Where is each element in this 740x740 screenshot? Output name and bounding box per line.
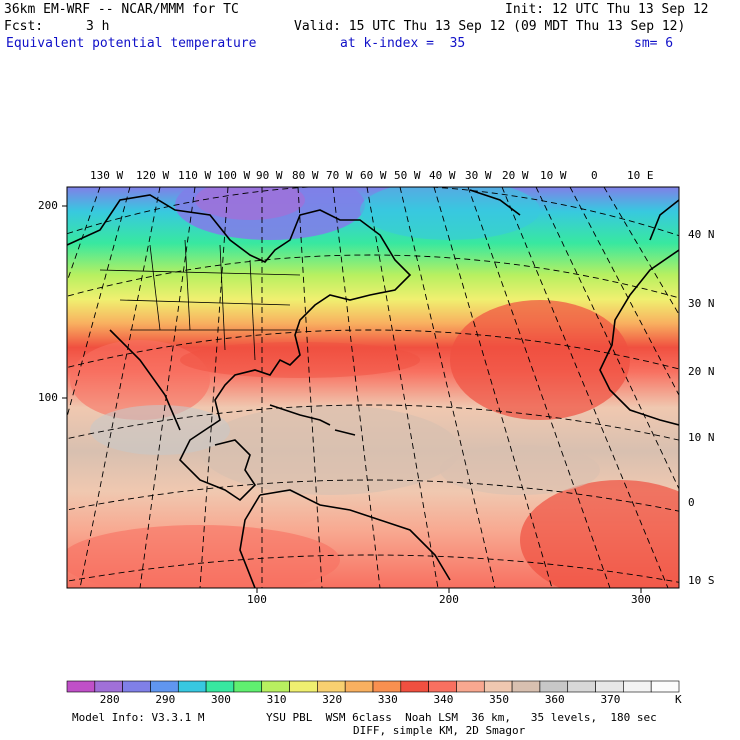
colorbar-swatch [289, 680, 318, 693]
colorbar-label: 330 [377, 693, 398, 706]
colorbar-label: 280 [99, 693, 120, 706]
colorbar-swatch [94, 680, 123, 693]
lat-label: 0 [688, 496, 695, 509]
diffusion-info: DIFF, simple KM, 2D Smagor [353, 724, 526, 737]
valid-time: Valid: 15 UTC Thu 13 Sep 12 (09 MDT Thu … [294, 19, 686, 34]
colorbar-swatch [205, 680, 235, 693]
lon-label: 40 W [429, 169, 456, 182]
model-title: 36km EM-WRF -- NCAR/MMM for TC [4, 2, 239, 17]
grid-x-label: 300 [631, 593, 651, 606]
colorbar-label: 320 [322, 693, 343, 706]
colorbar-units: K [675, 693, 682, 706]
lon-label: 30 W [465, 169, 492, 182]
state-borders [99, 239, 301, 361]
lon-label: 0 [591, 169, 598, 182]
forecast-label: Fcst: [4, 19, 44, 34]
lon-label: 120 W [136, 169, 170, 182]
colorbar-swatch [372, 680, 402, 693]
lon-label: 100 W [217, 169, 251, 182]
colorbar-swatch [344, 680, 374, 693]
colorbar-swatch [150, 680, 179, 693]
colorbar-swatch [66, 680, 96, 693]
colorbar-swatch [233, 680, 263, 693]
grid-y-label: 100 [38, 391, 58, 404]
lat-label: 10 S [688, 574, 715, 587]
colorbar-swatch [317, 680, 346, 693]
forecast-value: 3 h [86, 19, 110, 34]
colorbar-swatch [428, 680, 457, 693]
lon-label: 70 W [326, 169, 353, 182]
colorbar-swatch [539, 680, 569, 693]
colorbar-swatch [650, 680, 680, 693]
lat-label: 10 N [688, 431, 715, 444]
lon-label: 90 W [256, 169, 283, 182]
colorbar-swatch [456, 680, 485, 693]
colorbar-swatch [400, 680, 429, 693]
lon-label: 80 W [292, 169, 319, 182]
lat-label: 40 N [688, 228, 715, 241]
level-index: at k-index = 35 [340, 36, 466, 51]
map-frame [66, 186, 680, 589]
lat-label: 20 N [688, 365, 715, 378]
grid-x-label: 100 [247, 593, 267, 606]
model-info: Model Info: V3.3.1 M [72, 711, 205, 724]
colorbar-swatch [483, 680, 513, 693]
colorbar-label: 310 [266, 693, 287, 706]
colorbar-swatch [177, 680, 207, 693]
colorbar-swatch [595, 680, 624, 693]
colorbar-label: 370 [600, 693, 621, 706]
lon-label: 10 E [627, 169, 654, 182]
grid-y-label: 200 [38, 199, 58, 212]
lon-label: 130 W [90, 169, 124, 182]
coastlines [67, 189, 679, 588]
smoothing: sm= 6 [634, 36, 674, 51]
lon-label: 20 W [502, 169, 529, 182]
colorbar-label: 340 [433, 693, 454, 706]
colorbar-swatch [567, 680, 596, 693]
theta-e-field [67, 187, 679, 588]
colorbar-label: 290 [155, 693, 176, 706]
lon-label: 10 W [540, 169, 567, 182]
colorbar-swatch [623, 680, 652, 693]
colorbar-swatch [261, 680, 290, 693]
colorbar-swatch [511, 680, 541, 693]
colorbar [66, 680, 680, 693]
colorbar-swatch [122, 680, 151, 693]
lon-label: 50 W [394, 169, 421, 182]
grid-x-label: 200 [439, 593, 459, 606]
lon-label: 110 W [178, 169, 212, 182]
colorbar-label: 300 [211, 693, 231, 706]
lat-label: 30 N [688, 297, 715, 310]
lon-label: 60 W [360, 169, 387, 182]
init-time: Init: 12 UTC Thu 13 Sep 12 [505, 2, 709, 17]
colorbar-label: 360 [544, 693, 565, 706]
frame-ticks [62, 205, 642, 593]
field-name: Equivalent potential temperature [6, 36, 257, 51]
physics-info: YSU PBL WSM 6class Noah LSM 36 km, 35 le… [266, 711, 657, 724]
colorbar-label: 350 [489, 693, 510, 706]
graticule [67, 187, 679, 588]
